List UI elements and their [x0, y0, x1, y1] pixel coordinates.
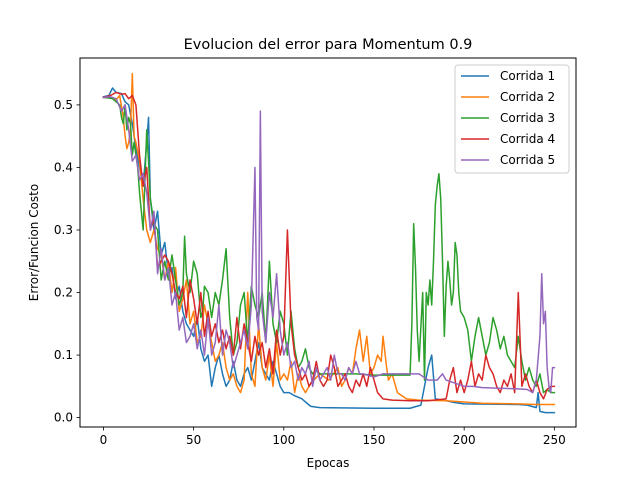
- legend-label: Corrida 3: [500, 111, 555, 125]
- x-tick-label: 0: [100, 433, 108, 447]
- legend-label: Corrida 2: [500, 90, 555, 104]
- y-tick-label: 0.3: [54, 223, 73, 237]
- series-line-corrida-3: [102, 96, 556, 394]
- x-axis: 0 50 100 150 200 250: [100, 427, 566, 447]
- y-tick-label: 0.5: [54, 98, 73, 112]
- x-axis-title: Epocas: [307, 456, 350, 470]
- axes-frame: [79, 57, 577, 428]
- y-tick-label: 0.1: [54, 348, 73, 362]
- x-tick-label: 100: [272, 433, 295, 447]
- y-axis: 0.0 0.1 0.2 0.3 0.4 0.5: [54, 98, 80, 425]
- y-tick-label: 0.4: [54, 160, 73, 174]
- plot-area: [102, 72, 556, 414]
- x-tick-label: 50: [186, 433, 201, 447]
- series-line-corrida-1: [102, 87, 556, 414]
- series-line-corrida-2: [102, 72, 556, 406]
- y-tick-label: 0.0: [54, 411, 73, 425]
- legend-label: Corrida 1: [500, 69, 555, 83]
- x-tick-label: 200: [453, 433, 476, 447]
- y-axis-title: Error/Funcion Costo: [27, 184, 41, 301]
- legend: Corrida 1 Corrida 2 Corrida 3 Corrida 4 Corr…: [454, 64, 570, 174]
- x-tick-label: 150: [363, 433, 386, 447]
- legend-box: [454, 64, 570, 174]
- legend-label: Corrida 4: [500, 132, 555, 146]
- y-tick-label: 0.2: [54, 286, 73, 300]
- series-line-corrida-5: [102, 96, 556, 394]
- legend-label: Corrida 5: [500, 153, 555, 167]
- x-tick-label: 250: [543, 433, 566, 447]
- chart-title: Evolucion del error para Momentum 0.9: [184, 37, 473, 53]
